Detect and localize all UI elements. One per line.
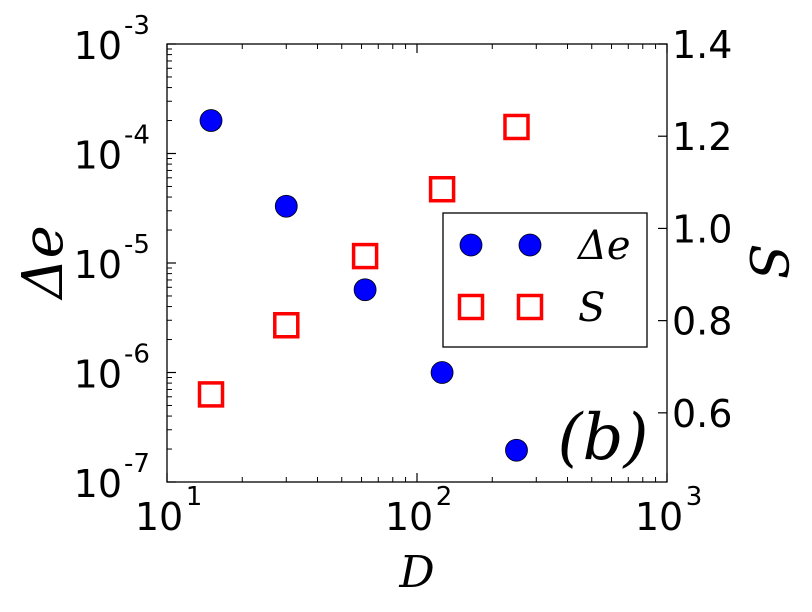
x-tick-label: 10	[635, 495, 683, 539]
data-point-delta-e	[353, 278, 377, 302]
y-left-tick-label: 10	[74, 134, 122, 178]
y-left-tick-label-exponent: -5	[124, 230, 150, 260]
y-right-tick-label: 1.4	[672, 23, 732, 67]
y-left-tick-label: 10	[74, 243, 122, 287]
x-tick-label-exponent: 3	[686, 482, 703, 512]
legend-marker-delta-e	[518, 233, 542, 257]
y-left-tick-label-exponent: -3	[124, 11, 150, 41]
x-axis-label: D	[398, 547, 434, 598]
y-left-axis-label: Δe	[11, 225, 76, 301]
y-right-tick-label: 1.2	[672, 115, 732, 159]
y-left-tick-label: 10	[74, 353, 122, 397]
x-tick-label: 10	[135, 495, 183, 539]
data-point-s	[273, 311, 300, 339]
x-tick-label-exponent: 2	[436, 482, 453, 512]
data-point-delta-e	[199, 109, 223, 132]
legend-marker-s	[457, 293, 485, 321]
data-point-s	[428, 175, 456, 203]
y-left-tick-label: 10	[74, 24, 122, 68]
legend-label: S	[578, 285, 605, 331]
y-left-tick-label-exponent: -7	[124, 449, 150, 479]
y-left-tick-label: 10	[74, 462, 122, 506]
data-point-s	[197, 381, 225, 408]
legend-label: Δe	[576, 223, 631, 269]
plot-area: 10 1 10 2 10 310 -310 -410 -510 -610 -70.60.81.01.…	[74, 11, 733, 539]
legend-marker-delta-e	[459, 233, 483, 257]
data-point-delta-e	[505, 438, 528, 462]
y-right-tick-label: 0.8	[672, 300, 732, 344]
y-right-tick-label: 0.6	[672, 392, 732, 436]
y-left-tick-label-exponent: -6	[124, 340, 150, 370]
data-point-delta-e	[274, 194, 298, 218]
y-right-tick-label: 1.0	[672, 207, 732, 251]
x-tick-label-exponent: 1	[186, 482, 203, 512]
x-tick-label: 10	[385, 495, 433, 539]
y-right-axis-label: S	[737, 244, 797, 280]
panel-label: (b)	[558, 401, 649, 475]
legend-marker-s	[516, 293, 544, 321]
data-point-s	[351, 242, 379, 270]
y-left-tick-label-exponent: -4	[124, 121, 150, 151]
data-point-s	[503, 113, 530, 141]
data-point-delta-e	[430, 361, 454, 384]
